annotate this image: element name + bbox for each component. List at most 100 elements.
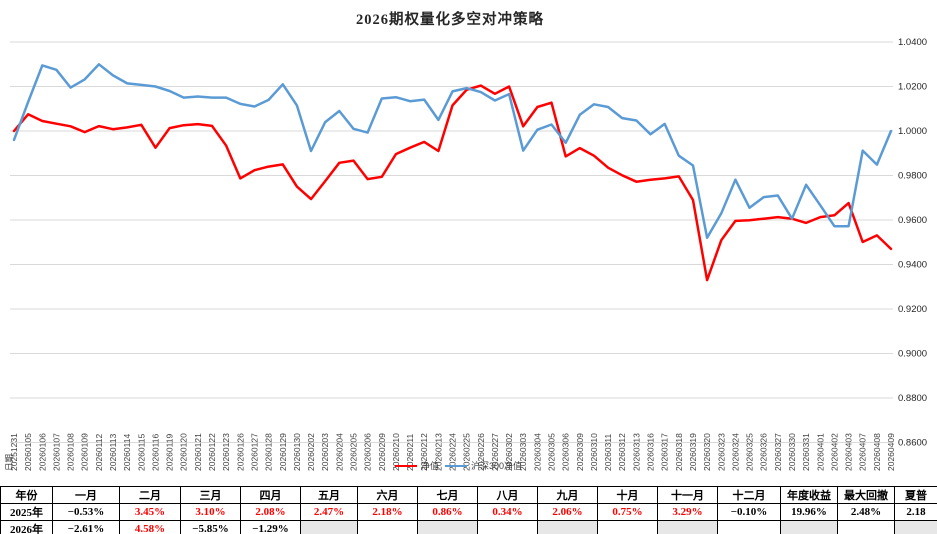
x-axis-tick-label: 20260401 [815, 433, 825, 471]
legend-item-strategy: 净值 [395, 459, 439, 472]
monthly-return-cell: 3.29% [657, 503, 718, 521]
x-axis-tick-label: 20260325 [745, 433, 755, 471]
x-axis-tick-label: 20251231 [9, 433, 19, 471]
monthly-return-cell: 2.08% [240, 503, 301, 521]
x-axis-tick-label: 20260122 [207, 433, 217, 471]
table-column-header: 夏普 [894, 486, 937, 504]
monthly-return-cell [780, 520, 838, 534]
y-axis-tick-label: 0.8600 [898, 438, 927, 449]
table-column-header: 十月 [597, 486, 658, 504]
x-axis-tick-label: 20260313 [631, 433, 641, 471]
x-axis-tick-label: 20260116 [150, 434, 160, 471]
x-axis-tick-label: 20260128 [264, 433, 274, 471]
table-column-header: 六月 [357, 486, 418, 504]
x-axis-tick-label: 20260107 [51, 433, 61, 471]
y-axis-tick-label: 0.9600 [898, 215, 927, 226]
x-axis-tick-label: 20260331 [801, 433, 811, 471]
benchmark-line-swatch [445, 464, 468, 467]
x-axis-tick-label: 20260106 [37, 433, 47, 471]
y-axis-tick-label: 0.9000 [898, 349, 927, 360]
x-axis-tick-label: 20260319 [688, 433, 698, 471]
year-label-cell: 2026年 [0, 520, 53, 534]
monthly-return-cell [417, 520, 478, 534]
x-axis-tick-label: 20260227 [490, 433, 500, 471]
monthly-return-cell: −2.61% [52, 520, 120, 534]
monthly-return-cell: 2.48% [837, 503, 895, 521]
monthly-return-cell [657, 520, 718, 534]
y-axis-tick-label: 1.0200 [898, 82, 927, 93]
monthly-return-cell: 0.34% [477, 503, 538, 521]
x-axis-header: 日期 [4, 454, 14, 471]
monthly-return-cell: −0.53% [52, 503, 120, 521]
x-axis-tick-label: 20260203 [320, 433, 330, 471]
x-axis-tick-label: 20260129 [278, 433, 288, 471]
legend-item-benchmark: 沪深300净值 [445, 459, 522, 472]
strategy-line-swatch [395, 464, 417, 467]
x-axis-tick-label: 20260407 [858, 433, 868, 471]
year-label-cell: 2025年 [0, 503, 53, 521]
x-axis-tick-label: 20260303 [518, 433, 528, 471]
x-axis-tick-label: 20260326 [759, 433, 769, 471]
x-axis-tick-label: 20260109 [80, 433, 90, 471]
x-axis-tick-label: 20260403 [844, 433, 854, 471]
x-axis-tick-label: 20260312 [617, 433, 627, 471]
y-axis-tick-label: 0.9400 [898, 260, 927, 271]
x-axis-tick-label: 20260317 [660, 433, 670, 471]
x-axis-tick-label: 20260306 [561, 433, 571, 471]
monthly-returns-table: 年份 一月 二月 三月 四月 五月 六月 七月 八月 九月 十月 十一月 十二月 年度收益 最大回撤 夏普 2… [0, 486, 937, 534]
x-axis-tick-label: 20260108 [66, 433, 76, 471]
monthly-return-cell: −0.10% [717, 503, 781, 521]
chart-title: 2026期权量化多空对冲策略 [356, 12, 544, 28]
x-axis-tick-label: 20260213 [433, 433, 443, 471]
x-axis-tick-label: 20260127 [249, 433, 259, 471]
table-column-header: 七月 [417, 486, 478, 504]
monthly-return-cell: 2.47% [300, 503, 358, 521]
table-column-header: 三月 [180, 486, 241, 504]
x-axis-tick-label: 20260310 [589, 433, 599, 471]
monthly-return-cell [837, 520, 895, 534]
chart-series [12, 63, 893, 282]
table-column-header: 十二月 [717, 486, 781, 504]
x-axis-tick-label: 20260123 [221, 433, 231, 471]
x-axis-tick-label: 20260408 [872, 433, 882, 471]
x-axis-tick-label: 20260318 [674, 433, 684, 471]
table-column-header: 十一月 [657, 486, 718, 504]
x-axis-tick-label: 20260105 [23, 433, 33, 471]
strategy-net-value-line [12, 84, 893, 282]
x-axis-tick-label: 20260212 [419, 433, 429, 471]
monthly-return-cell: 2.18% [357, 503, 418, 521]
line-chart: 1.0400 1.0200 1.0000 0.9800 0.9600 0.9400 0.92… [4, 37, 927, 471]
y-axis-tick-label: 0.8800 [898, 393, 927, 404]
x-axis-tick-label: 20260113 [108, 434, 118, 471]
x-axis-tick-label: 20260316 [646, 433, 656, 471]
table-row: 2025年 −0.53% 3.45% 3.10% 2.08% 2.47% 2.18% 0.86… [0, 503, 937, 521]
monthly-return-cell: 3.45% [119, 503, 181, 521]
x-axis-tick-label: 20260204 [334, 433, 344, 471]
monthly-return-cell: 3.10% [180, 503, 241, 521]
x-axis-tick-label: 20260305 [547, 433, 557, 471]
x-axis-tick-label: 20260205 [348, 433, 358, 471]
table-column-header: 二月 [119, 486, 181, 504]
monthly-return-cell: 4.58% [119, 520, 181, 534]
y-axis-tick-label: 1.0000 [898, 126, 927, 137]
monthly-return-cell [300, 520, 358, 534]
x-axis-tick-label: 20260206 [363, 433, 373, 471]
x-axis-tick-label: 20260224 [448, 433, 458, 471]
x-axis-tick-label: 20260309 [575, 433, 585, 471]
x-axis-tick-label: 20260320 [702, 433, 712, 471]
x-axis-tick-label: 20260323 [716, 433, 726, 471]
x-axis-tick-label: 20260112 [94, 434, 104, 471]
x-axis-tick-label: 20260130 [292, 433, 302, 471]
table-column-header: 九月 [537, 486, 598, 504]
monthly-return-cell [894, 520, 937, 534]
monthly-return-cell: −1.29% [240, 520, 301, 534]
table-column-header: 一月 [52, 486, 120, 504]
table-column-header: 最大回撤 [837, 486, 895, 504]
x-axis-tick-label: 20260114 [122, 434, 132, 471]
x-axis-tick-label: 20260226 [476, 433, 486, 471]
legend-label-benchmark: 沪深300净值 [471, 461, 523, 471]
x-axis-tick-label: 20260330 [787, 433, 797, 471]
gridlines [10, 41, 893, 443]
table-column-header: 八月 [477, 486, 538, 504]
